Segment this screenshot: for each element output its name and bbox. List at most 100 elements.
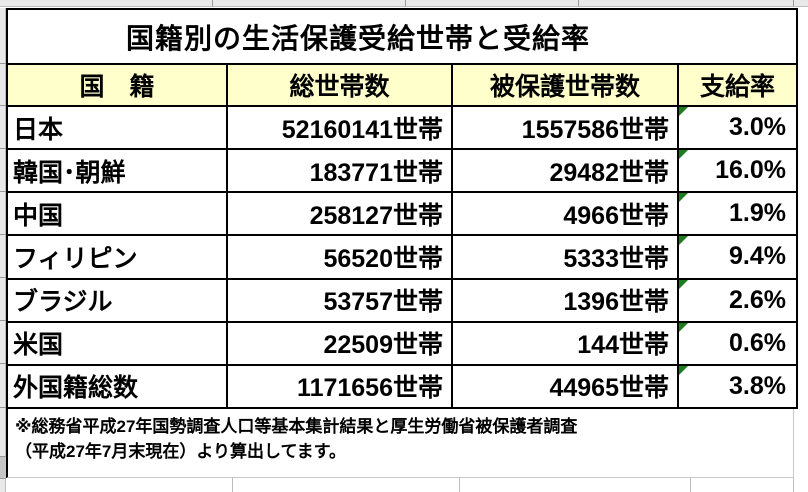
header-label: 総世帯数	[289, 73, 390, 101]
rate-cell[interactable]: 3.0%	[679, 107, 796, 148]
rate-cell[interactable]: 9.4%	[679, 236, 796, 277]
rate-value: 9.4%	[729, 242, 786, 271]
rate-value: 1.9%	[729, 199, 786, 228]
nationality-label: 中国	[13, 201, 64, 230]
table-row: フィリピン 56520世帯 5333世帯 9.4%	[8, 234, 796, 278]
rate-value: 3.0%	[729, 113, 786, 142]
column-gridline-tick	[232, 478, 233, 492]
protected-households-value: 4966世帯	[563, 201, 669, 230]
total-households-cell[interactable]: 183771世帯	[228, 150, 453, 192]
column-gridline-tick	[578, 0, 579, 6]
sheet-top-gridline-strip	[0, 0, 808, 8]
protected-households-value: 44965世帯	[549, 374, 669, 403]
row-gridline-tick	[0, 234, 6, 235]
protected-households-value: 1396世帯	[563, 288, 669, 317]
excel-error-indicator-icon	[679, 236, 688, 246]
excel-error-indicator-icon	[679, 193, 688, 203]
total-households-value: 183771世帯	[309, 158, 443, 187]
footnote-line-1: ※総務省平成27年国勢調査人口等基本集計結果と厚生労働省被保護者調査	[15, 417, 578, 436]
table-row: 外国籍総数 1171656世帯 44965世帯 3.8%	[8, 363, 796, 407]
nationality-cell[interactable]: 韓国･朝鮮	[8, 150, 228, 192]
nationality-cell[interactable]: 日本	[8, 107, 228, 149]
nationality-cell[interactable]: 中国	[8, 193, 228, 235]
protected-households-cell[interactable]: 144世帯	[453, 322, 679, 364]
header-label: 被保護世帯数	[489, 73, 640, 101]
nationality-label: 日本	[13, 115, 64, 144]
row-gridline-tick	[0, 148, 6, 149]
row-gridline-tick	[0, 407, 6, 408]
table-row: 中国 258127世帯 4966世帯 1.9%	[8, 191, 796, 235]
table-row: 日本 52160141世帯 1557586世帯 3.0%	[8, 105, 796, 149]
table-body: 日本 52160141世帯 1557586世帯 3.0% 韓国･朝鮮 18377…	[8, 105, 796, 407]
header-label: 支給率	[699, 73, 775, 101]
table-title: 国籍別の生活保護受給世帯と受給率	[125, 22, 590, 54]
excel-error-indicator-icon	[679, 150, 688, 160]
total-households-cell[interactable]: 258127世帯	[228, 193, 453, 235]
protected-households-value: 144世帯	[577, 331, 669, 360]
column-gridline-tick	[405, 0, 406, 6]
table-header-row: 国 籍 総世帯数 被保護世帯数 支給率	[8, 63, 796, 105]
welfare-by-nationality-table: 国籍別の生活保護受給世帯と受給率 国 籍 総世帯数 被保護世帯数 支給率 日本 …	[6, 8, 798, 409]
protected-households-value: 29482世帯	[549, 158, 669, 187]
column-gridline-tick	[212, 0, 213, 6]
total-households-value: 56520世帯	[323, 244, 443, 273]
nationality-cell[interactable]: 米国	[8, 322, 228, 364]
total-households-value: 22509世帯	[323, 331, 443, 360]
total-households-value: 1171656世帯	[297, 374, 443, 403]
header-cell-nationality[interactable]: 国 籍	[8, 65, 228, 105]
sheet-bottom-gridline-strip	[7, 478, 808, 492]
total-households-cell[interactable]: 56520世帯	[228, 236, 453, 278]
nationality-cell[interactable]: フィリピン	[8, 236, 228, 278]
rate-cell[interactable]: 16.0%	[679, 150, 796, 191]
column-gridline-tick	[793, 0, 794, 6]
nationality-cell[interactable]: ブラジル	[8, 279, 228, 321]
protected-households-cell[interactable]: 5333世帯	[453, 236, 679, 278]
rate-value: 2.6%	[729, 285, 786, 314]
total-households-value: 53757世帯	[323, 288, 443, 317]
column-gridline-tick	[690, 478, 691, 492]
table-row: 韓国･朝鮮 183771世帯 29482世帯 16.0%	[8, 148, 796, 192]
column-gridline-tick	[459, 478, 460, 492]
header-cell-protected-households[interactable]: 被保護世帯数	[453, 65, 679, 105]
total-households-value: 258127世帯	[309, 201, 443, 230]
protected-households-cell[interactable]: 1557586世帯	[453, 107, 679, 149]
total-households-value: 52160141世帯	[281, 115, 443, 144]
footnote-line-2: （平成27年7月末現在）より算出してます。	[15, 441, 346, 461]
nationality-cell[interactable]: 外国籍総数	[8, 365, 228, 407]
rate-cell[interactable]: 3.8%	[679, 365, 796, 407]
nationality-label: 米国	[13, 331, 64, 360]
header-cell-total-households[interactable]: 総世帯数	[228, 65, 453, 105]
row-gridline-tick	[0, 320, 6, 321]
protected-households-cell[interactable]: 4966世帯	[453, 193, 679, 235]
nationality-label: フィリピン	[13, 244, 138, 273]
rate-cell[interactable]: 1.9%	[679, 193, 796, 234]
total-households-cell[interactable]: 1171656世帯	[228, 365, 453, 407]
sheet-top-shade	[0, 0, 808, 7]
table-row: ブラジル 53757世帯 1396世帯 2.6%	[8, 277, 796, 321]
total-households-cell[interactable]: 52160141世帯	[228, 107, 453, 149]
excel-error-indicator-icon	[679, 107, 688, 116]
rate-cell[interactable]: 2.6%	[679, 279, 796, 321]
rate-cell[interactable]: 0.6%	[679, 322, 796, 364]
protected-households-cell[interactable]: 29482世帯	[453, 150, 679, 192]
row-gridline-tick	[0, 277, 6, 278]
footnote-cell[interactable]: ※総務省平成27年国勢調査人口等基本集計結果と厚生労働省被保護者調査 （平成27…	[6, 409, 794, 478]
nationality-label: 韓国･朝鮮	[13, 158, 126, 187]
row-gridline-tick	[0, 63, 6, 64]
total-households-cell[interactable]: 53757世帯	[228, 279, 453, 321]
header-cell-rate[interactable]: 支給率	[679, 65, 796, 105]
nationality-label: 外国籍総数	[13, 374, 139, 403]
rate-value: 16.0%	[715, 156, 786, 185]
nationality-label: ブラジル	[13, 288, 113, 317]
excel-error-indicator-icon	[679, 365, 688, 375]
protected-households-cell[interactable]: 44965世帯	[453, 365, 679, 407]
protected-households-value: 1557586世帯	[521, 115, 669, 144]
rate-value: 3.8%	[729, 371, 786, 400]
column-gridline-tick	[793, 478, 794, 492]
row-gridline-tick	[0, 363, 6, 364]
total-households-cell[interactable]: 22509世帯	[228, 322, 453, 364]
table-title-cell[interactable]: 国籍別の生活保護受給世帯と受給率	[8, 10, 796, 63]
protected-households-value: 5333世帯	[563, 244, 669, 273]
row-gridline-tick	[0, 191, 6, 192]
protected-households-cell[interactable]: 1396世帯	[453, 279, 679, 321]
